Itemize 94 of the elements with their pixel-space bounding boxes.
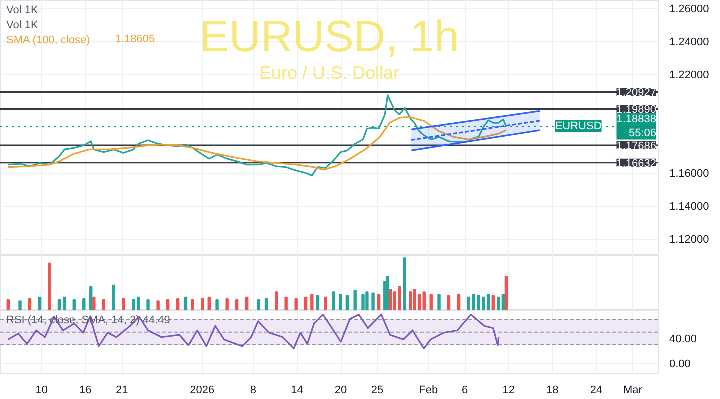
x-tick-label: Mar: [623, 384, 643, 396]
bar: [176, 298, 180, 310]
bar: [191, 300, 194, 310]
bar: [246, 296, 249, 310]
text: SMA (100, close): [6, 34, 90, 46]
bar: [362, 294, 365, 310]
x-tick-label: 18: [546, 384, 559, 396]
bar: [226, 298, 229, 310]
bar: [457, 294, 461, 310]
bar: [18, 300, 22, 310]
y-tick-label: 1.26000: [670, 4, 710, 16]
line-series: [8, 94, 508, 177]
bar: [310, 294, 314, 310]
bar: [72, 300, 76, 310]
bar: [324, 296, 328, 310]
bar: [90, 286, 93, 310]
y-tick-label: 1.22000: [670, 70, 710, 82]
y-tick-label: 0.00: [670, 358, 691, 371]
annotation: 1.18605: [115, 34, 156, 46]
bar: [377, 294, 381, 310]
bar: [418, 294, 422, 310]
bar: [438, 294, 441, 310]
bar: [354, 290, 357, 310]
bar: [6, 300, 10, 310]
line-series: [8, 116, 508, 171]
x-tick-label: 25: [371, 384, 384, 396]
y-tick-label: 40.00: [670, 334, 698, 346]
bar: [502, 294, 506, 310]
bar: [166, 300, 170, 310]
bar: [386, 276, 390, 310]
bar: [422, 292, 426, 310]
bar: [92, 296, 96, 310]
chart-title: EURUSD, 1h: [200, 12, 460, 62]
bar: [389, 289, 393, 310]
x-tick-label: 10: [36, 384, 48, 396]
bar: [284, 296, 288, 310]
bar: [372, 292, 375, 310]
bar: [496, 296, 500, 310]
bar: [467, 296, 470, 310]
x-tick-label: Feb: [419, 384, 438, 396]
x-tick-label: 12: [502, 384, 516, 396]
x-tick-label: 8: [250, 384, 257, 396]
bar: [146, 300, 150, 310]
ref-line-label: 1.16632: [616, 158, 657, 170]
bar: [413, 289, 416, 310]
bar: [409, 292, 412, 310]
bar: [82, 298, 86, 310]
annotation: Vol 1K: [6, 20, 39, 32]
y-tick-label: 1.16000: [670, 168, 710, 180]
bar: [122, 298, 126, 310]
bar: [63, 296, 66, 310]
bar: [304, 296, 308, 310]
bar: [403, 258, 407, 310]
bar: [447, 295, 451, 310]
bar: [38, 296, 42, 310]
x-tick-label: 21: [116, 384, 128, 396]
bar: [504, 276, 508, 310]
bar: [257, 300, 261, 310]
bar: [430, 294, 433, 310]
x-tick-label: 24: [590, 384, 603, 396]
text: Euro / U.S. Dollar: [259, 62, 400, 83]
y-tick-label: 1.12000: [670, 234, 710, 246]
y-tick-label: 1.14000: [670, 201, 710, 214]
bar: [235, 300, 239, 310]
bar: [208, 296, 211, 310]
x-tick-label: 6: [462, 384, 468, 396]
x-tick-label: 14: [291, 384, 304, 396]
bar: [112, 284, 116, 310]
annotation: EURUSD: [555, 120, 602, 133]
annotation: Vol 1K: [6, 4, 39, 16]
bar: [366, 292, 369, 310]
bar: [48, 262, 52, 310]
bar: [201, 298, 204, 310]
y-tick-label: 1.24000: [670, 36, 710, 49]
bar: [332, 292, 336, 310]
x-tick-label: 16: [80, 384, 92, 396]
bar: [339, 294, 342, 310]
line-series: [8, 314, 500, 350]
ref-line-label: 1.17686: [616, 140, 657, 153]
bar: [156, 300, 160, 310]
ref-line-label: 1.18838 55:06: [616, 113, 657, 140]
bar: [492, 295, 495, 310]
bar: [264, 298, 268, 310]
x-tick-label: 2026: [190, 384, 215, 396]
x-tick-label: 20: [334, 384, 348, 396]
bar: [216, 300, 219, 310]
bar: [294, 298, 298, 310]
bar: [58, 300, 62, 310]
bar: [275, 292, 278, 310]
bar: [316, 295, 320, 310]
bar: [28, 298, 32, 310]
bar: [346, 295, 350, 310]
bar: [184, 296, 188, 310]
bar: [102, 300, 106, 310]
